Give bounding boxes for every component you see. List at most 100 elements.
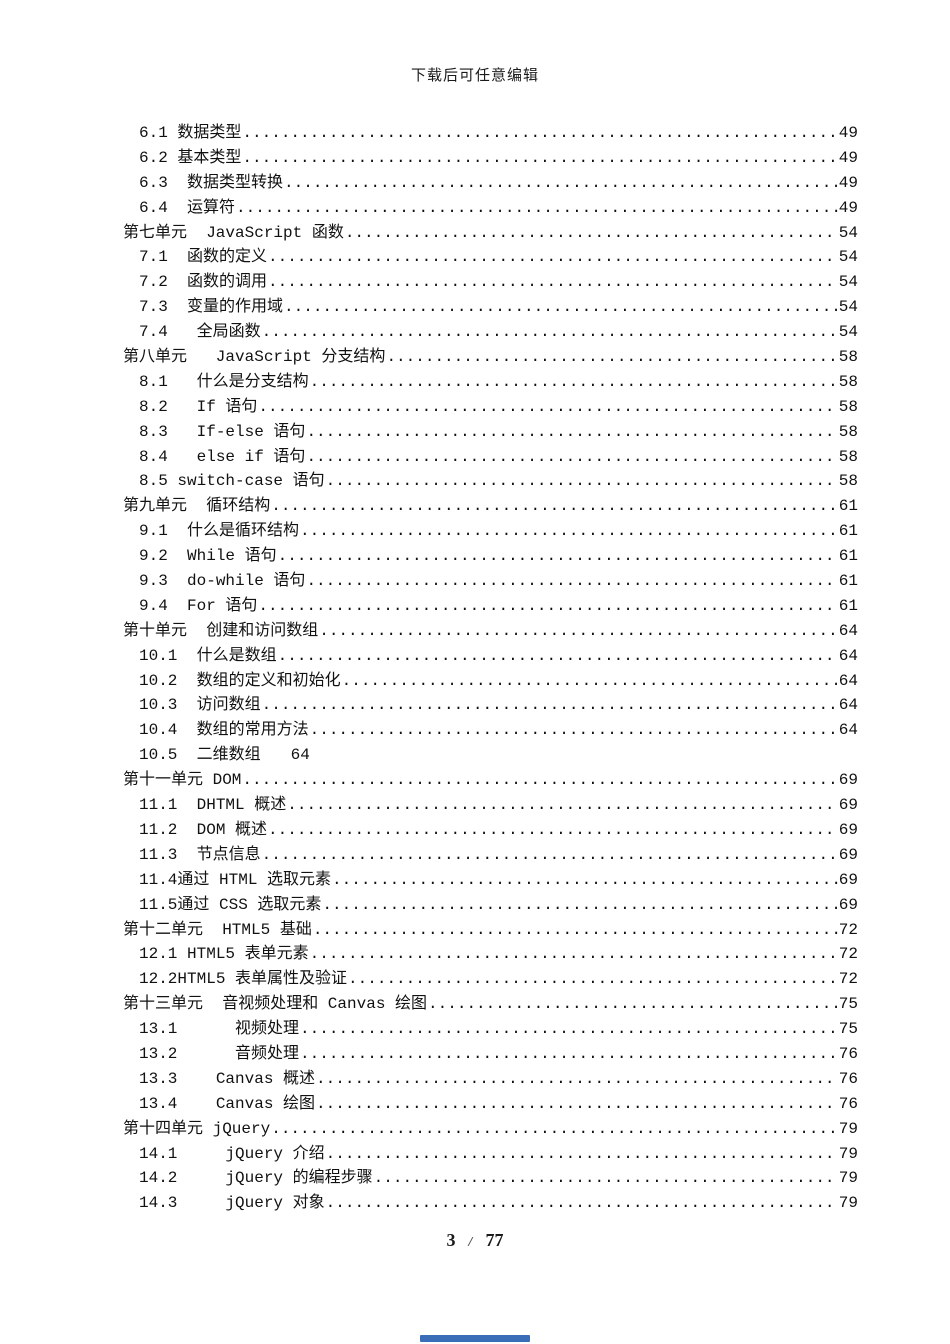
toc-page-number: 69 (838, 796, 858, 815)
toc-entry[interactable]: 9.3 do-while 语句 61 (0, 569, 858, 594)
toc-entry-label: 14.2 jQuery 的编程步骤 (139, 1169, 373, 1188)
toc-entry[interactable]: 8.3 If-else 语句 58 (0, 420, 858, 445)
toc-entry[interactable]: 9.1 什么是循环结构 61 (0, 519, 858, 544)
toc-entry[interactable]: 第十单元 创建和访问数组 64 (0, 619, 858, 644)
toc-leader-dots (262, 843, 838, 868)
toc-page-number: 54 (838, 323, 858, 342)
toc-entry[interactable]: 7.2 函数的调用 54 (0, 270, 858, 295)
toc-entry-label: 11.5通过 CSS 选取元素 (139, 895, 322, 914)
toc-entry-label: 8.3 If-else 语句 (139, 422, 306, 441)
toc-page-number: 64 (838, 721, 858, 740)
toc-entry[interactable]: 6.2 基本类型 49 (0, 146, 858, 171)
toc-entry[interactable]: 第八单元 JavaScript 分支结构 58 (0, 345, 858, 370)
toc-page-number: 49 (838, 124, 858, 142)
toc-entry[interactable]: 第十三单元 音视频处理和 Canvas 绘图 75 (0, 992, 858, 1017)
toc-entry[interactable]: 7.1 函数的定义 54 (0, 245, 858, 270)
toc-entry[interactable]: 10.5 二维数组 64 (0, 743, 858, 768)
toc-entry-label: 8.1 什么是分支结构 (139, 372, 309, 391)
toc-leader-dots (300, 1017, 838, 1042)
toc-page-number: 58 (838, 397, 858, 416)
toc-entry[interactable]: 13.2 音频处理 76 (0, 1042, 858, 1067)
toc-page-number: 79 (838, 1169, 858, 1188)
toc-entry[interactable]: 13.4 Canvas 绘图 76 (0, 1092, 858, 1117)
toc-page-number: 76 (838, 1069, 858, 1088)
toc-entry[interactable]: 11.3 节点信息 69 (0, 843, 858, 868)
toc-entry[interactable]: 12.1 HTML5 表单元素 72 (0, 942, 858, 967)
toc-entry[interactable]: 14.2 jQuery 的编程步骤 79 (0, 1166, 858, 1191)
toc-leader-dots (262, 320, 838, 345)
toc-entry[interactable]: 8.5 switch-case 语句 58 (0, 469, 858, 494)
toc-page-number: 64 (838, 696, 858, 715)
toc-leader-dots (271, 1117, 838, 1142)
toc-entry-label: 8.4 else if 语句 (139, 447, 306, 466)
toc-entry[interactable]: 13.3 Canvas 概述 76 (0, 1067, 858, 1092)
toc-entry[interactable]: 6.3 数据类型转换 49 (0, 171, 858, 196)
toc-entry-label: 11.3 节点信息 (139, 845, 261, 864)
toc-list: 6.1 数据类型 49 6.2 基本类型 49 6.3 数据类型转换 49 6.4 运算符 4… (0, 121, 858, 1216)
toc-leader-dots (271, 494, 838, 519)
toc-entry[interactable]: 11.4通过 HTML 选取元素 69 (0, 868, 858, 893)
toc-entry[interactable]: 13.1 视频处理 75 (0, 1017, 858, 1042)
toc-page-number: 69 (838, 870, 858, 889)
toc-entry[interactable]: 8.4 else if 语句 58 (0, 445, 858, 470)
page-number-separator: / (466, 1236, 475, 1251)
toc-leader-dots (278, 544, 838, 569)
toc-entry[interactable]: 第七单元 JavaScript 函数 54 (0, 221, 858, 246)
toc-entry[interactable]: 14.1 jQuery 介绍 79 (0, 1142, 858, 1167)
toc-leader-dots (316, 1092, 838, 1117)
toc-entry-label: 7.1 函数的定义 (139, 248, 268, 267)
toc-entry-label: 11.4通过 HTML 选取元素 (139, 870, 332, 889)
toc-leader-dots (258, 594, 837, 619)
toc-page-number: 69 (838, 771, 858, 790)
toc-leader-dots (310, 718, 838, 743)
toc-entry[interactable]: 10.3 访问数组 64 (0, 693, 858, 718)
toc-entry[interactable]: 第十二单元 HTML5 基础 72 (0, 918, 858, 943)
toc-entry[interactable]: 9.2 While 语句 61 (0, 544, 858, 569)
toc-entry-label: 8.2 If 语句 (139, 397, 258, 416)
toc-leader-dots (242, 146, 837, 171)
toc-entry-label: 第十一单元 DOM (123, 771, 242, 790)
page-number-footer: 3 / 77 (0, 1230, 950, 1251)
toc-entry[interactable]: 12.2HTML5 表单属性及验证 72 (0, 967, 858, 992)
toc-page-number: 75 (838, 995, 858, 1014)
toc-entry[interactable]: 11.2 DOM 概述 69 (0, 818, 858, 843)
toc-leader-dots (278, 644, 838, 669)
toc-leader-dots (268, 245, 838, 270)
toc-entry[interactable]: 第十四单元 jQuery 79 (0, 1117, 858, 1142)
toc-entry[interactable]: 11.1 DHTML 概述 69 (0, 793, 858, 818)
toc-entry-label: 9.4 For 语句 (139, 596, 258, 615)
toc-entry-label: 10.1 什么是数组 (139, 646, 277, 665)
toc-entry-label: 6.4 运算符 (139, 198, 236, 217)
toc-page-number: 49 (838, 198, 858, 217)
toc-entry-label: 10.2 数组的定义和初始化 (139, 671, 341, 690)
toc-page-number: 72 (838, 920, 858, 939)
toc-entry-label: 第十三单元 音视频处理和 Canvas 绘图 (123, 995, 428, 1014)
toc-page-number: 69 (838, 820, 858, 839)
toc-entry[interactable]: 9.4 For 语句 61 (0, 594, 858, 619)
toc-entry[interactable]: 第十一单元 DOM 69 (0, 768, 858, 793)
toc-entry[interactable]: 10.2 数组的定义和初始化 64 (0, 669, 858, 694)
toc-page-number: 79 (838, 1144, 858, 1163)
toc-leader-dots (306, 420, 837, 445)
toc-entry[interactable]: 7.4 全局函数 54 (0, 320, 858, 345)
toc-entry[interactable]: 第九单元 循环结构 61 (0, 494, 858, 519)
toc-entry[interactable]: 6.4 运算符 49 (0, 196, 858, 221)
toc-page-number: 76 (838, 1044, 858, 1063)
toc-leader-dots (300, 1042, 838, 1067)
current-page-number: 3 (446, 1230, 456, 1251)
toc-entry[interactable]: 10.1 什么是数组 64 (0, 644, 858, 669)
toc-leader-dots (326, 469, 838, 494)
toc-entry[interactable]: 7.3 变量的作用域 54 (0, 295, 858, 320)
toc-entry[interactable]: 8.1 什么是分支结构 58 (0, 370, 858, 395)
toc-entry[interactable]: 14.3 jQuery 对象 79 (0, 1191, 858, 1216)
toc-entry-label: 9.3 do-while 语句 (139, 572, 306, 591)
toc-page-number: 61 (838, 522, 858, 541)
toc-leader-dots (332, 868, 838, 893)
toc-entry[interactable]: 6.1 数据类型 49 (0, 121, 858, 146)
toc-entry[interactable]: 11.5通过 CSS 选取元素 69 (0, 893, 858, 918)
toc-entry-label: 10.3 访问数组 (139, 696, 261, 715)
toc-leader-dots (326, 1142, 838, 1167)
toc-entry[interactable]: 8.2 If 语句 58 (0, 395, 858, 420)
toc-entry-label: 7.3 变量的作用域 (139, 298, 284, 317)
toc-entry[interactable]: 10.4 数组的常用方法 64 (0, 718, 858, 743)
